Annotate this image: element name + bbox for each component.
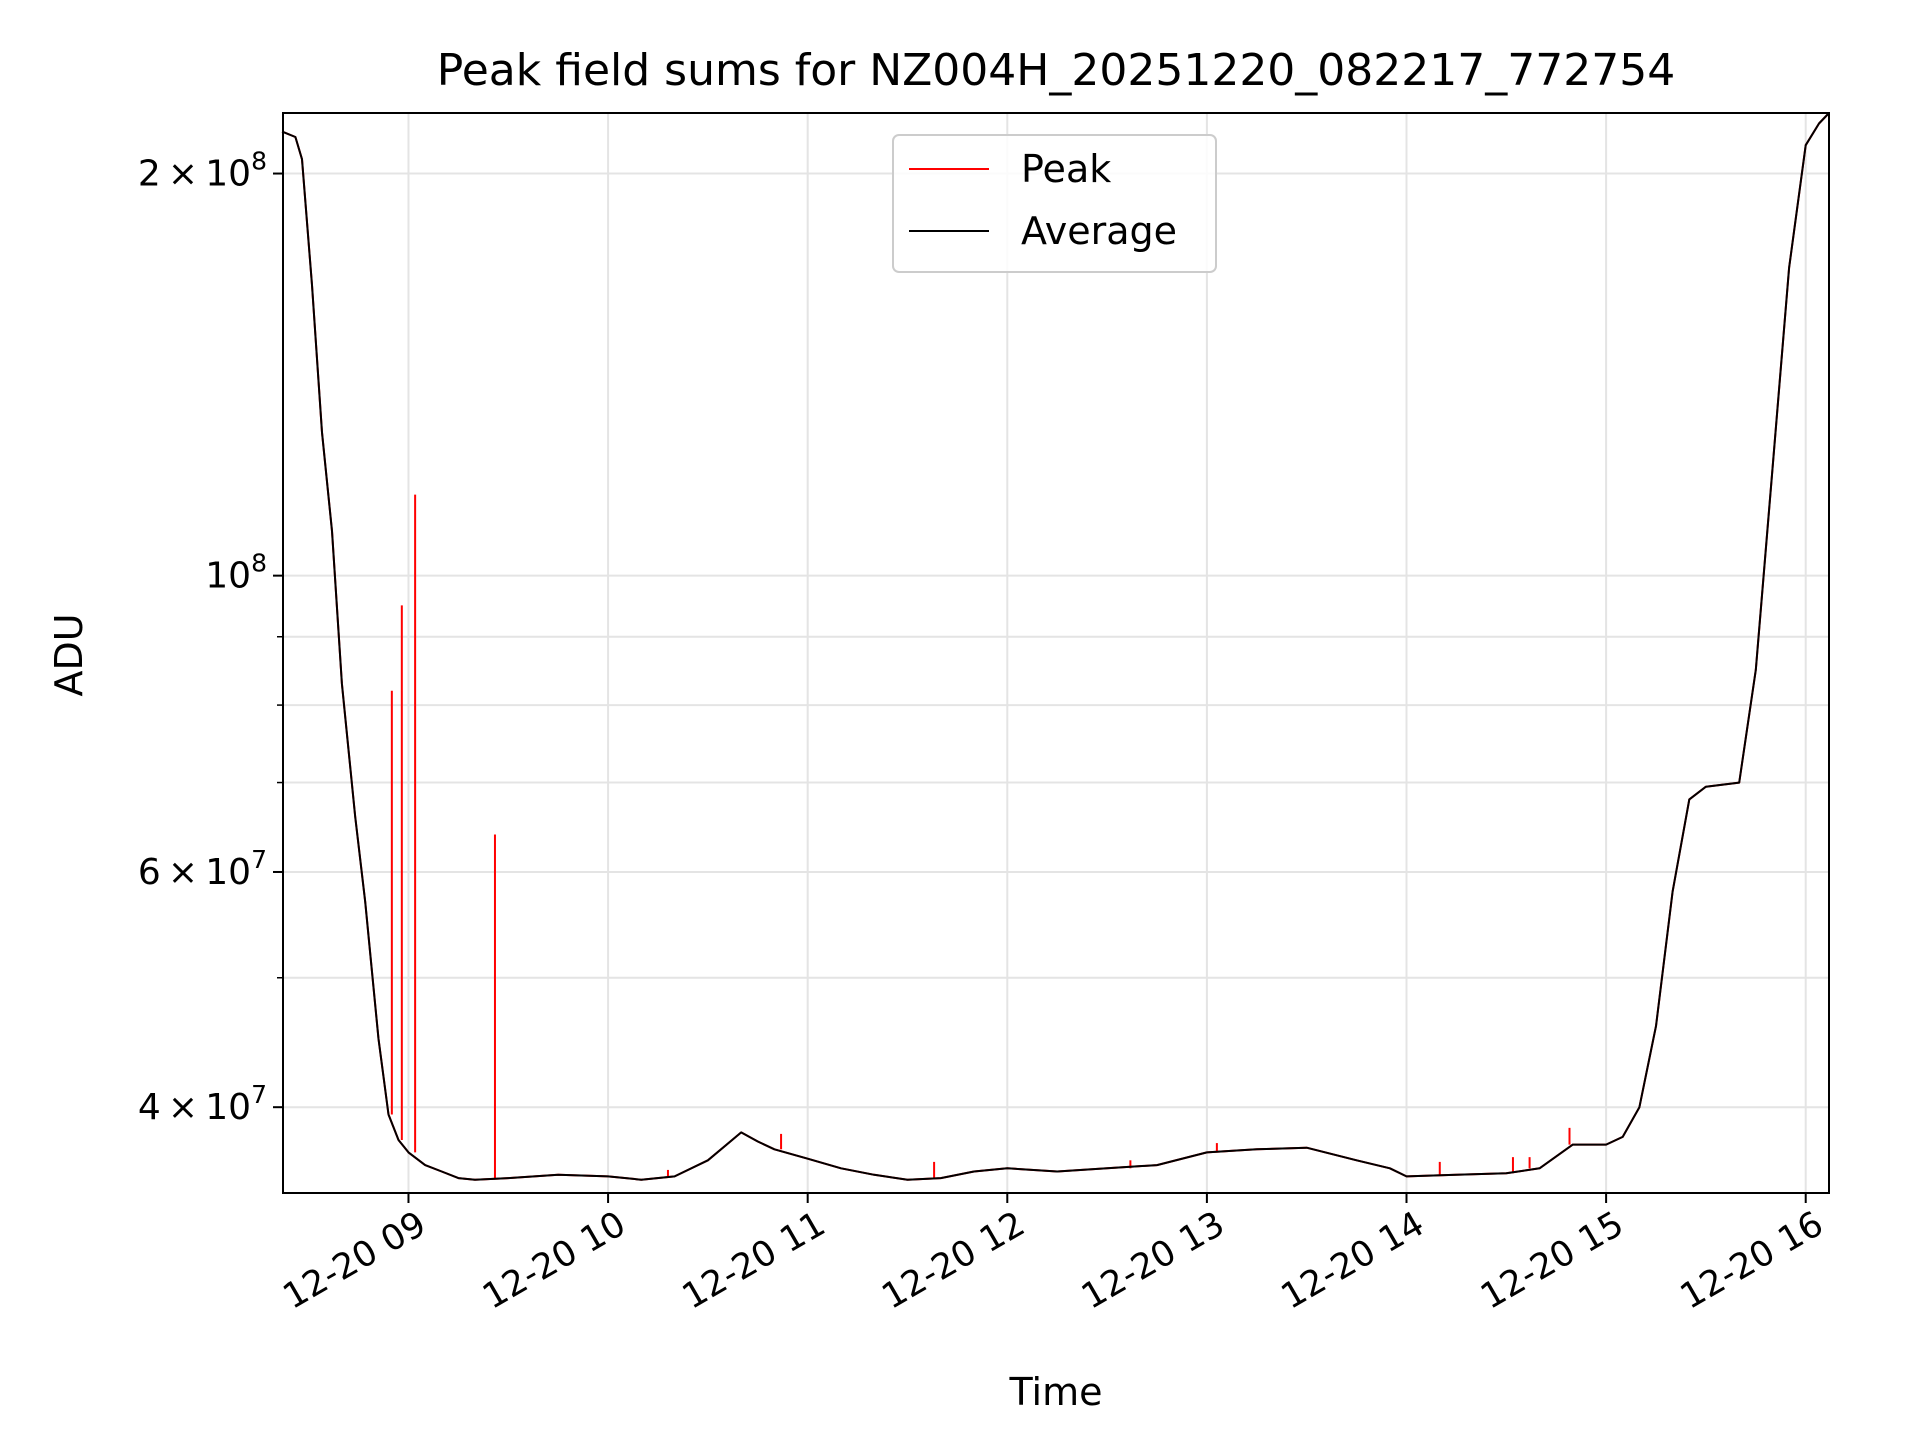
legend-label-peak: Peak xyxy=(1021,147,1111,191)
y-axis-label: ADU xyxy=(47,613,91,696)
y-tick-label: 4 × 107 xyxy=(138,1080,267,1128)
chart-title: Peak field sums for NZ004H_20251220_0822… xyxy=(437,45,1675,96)
legend: Peak Average xyxy=(892,134,1217,273)
plot-frame xyxy=(282,112,1830,1194)
y-tick-label: 108 xyxy=(205,549,267,597)
grid xyxy=(283,113,1829,1193)
x-axis-label: Time xyxy=(1009,1370,1103,1414)
series-group xyxy=(281,112,1830,1181)
y-tick-label: 6 × 107 xyxy=(138,845,267,893)
average-series-line xyxy=(281,112,1830,1181)
legend-label-average: Average xyxy=(1021,209,1177,253)
y-tick-label: 2 × 108 xyxy=(138,147,267,195)
